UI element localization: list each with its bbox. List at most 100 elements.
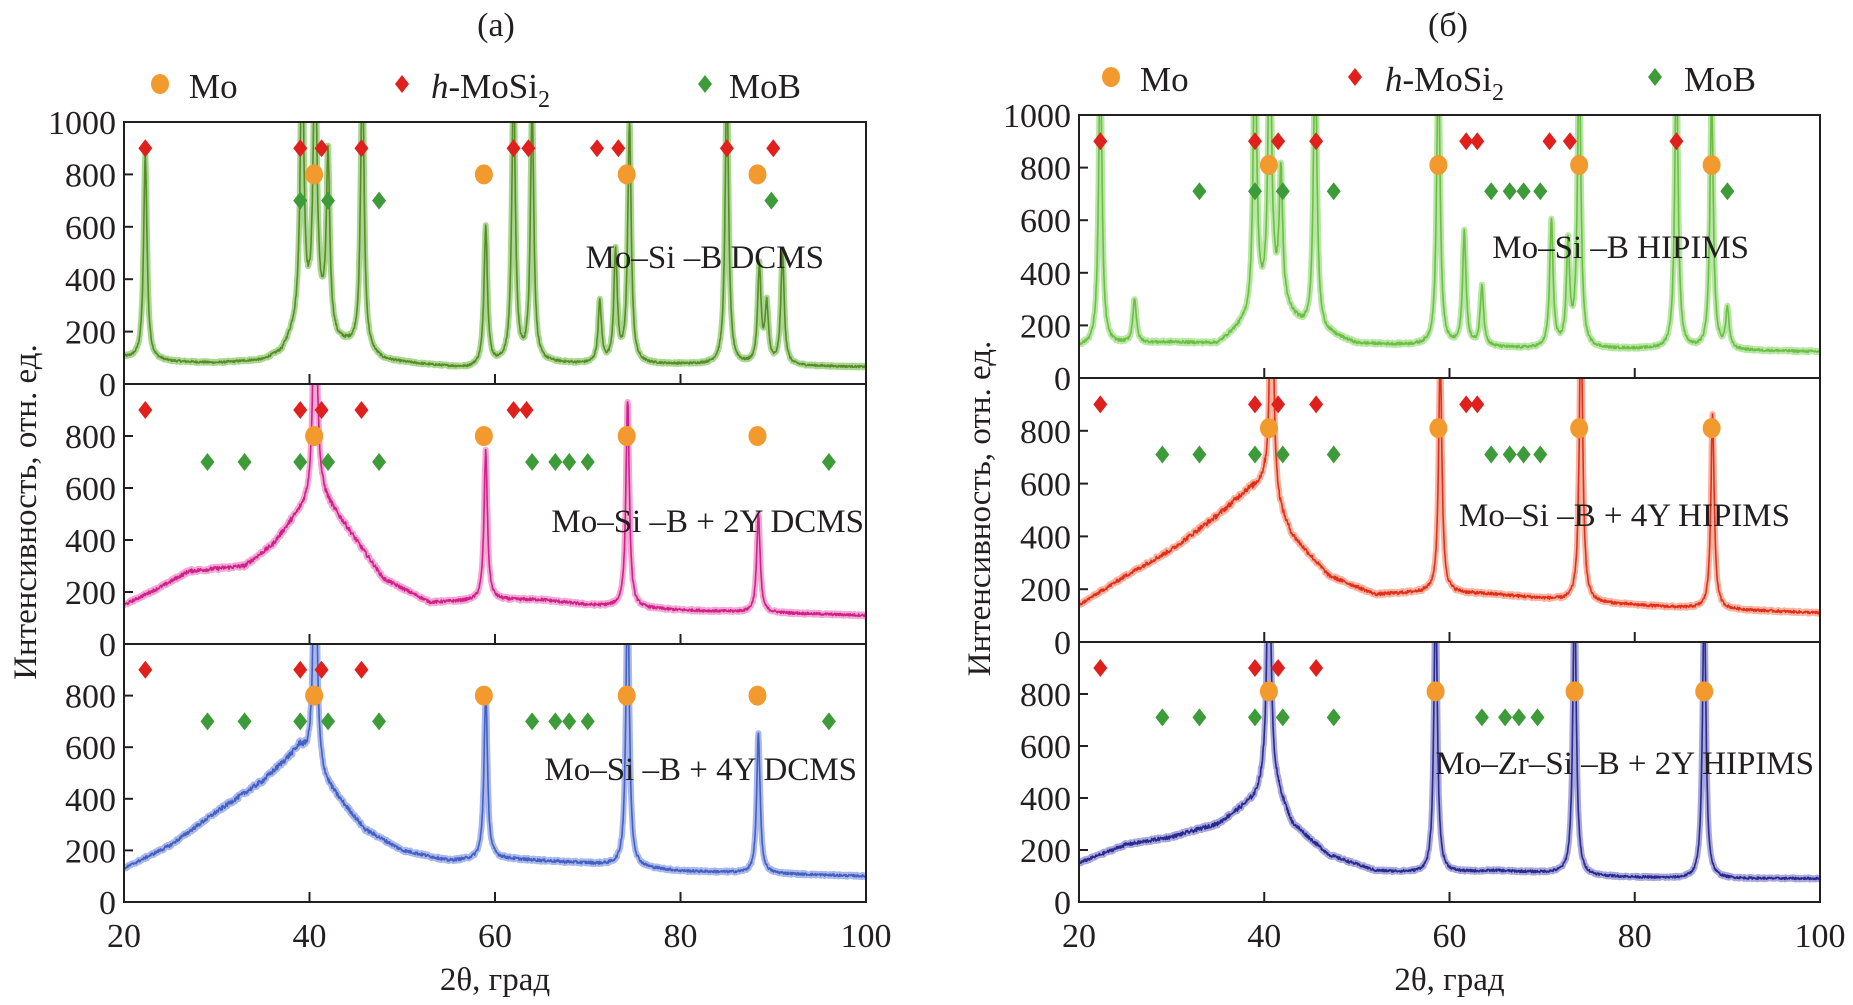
phase-marker-mosi2 (521, 139, 536, 158)
subplot-2: 0 200 400 600 800 Mo–Si –B + 2Y DCMS (65, 383, 867, 664)
phase-marker-mob (548, 712, 563, 731)
phase-marker-mosi2 (138, 401, 153, 419)
y-tick-label: 800 (1020, 414, 1071, 451)
y-tick-label: 400 (1020, 256, 1071, 293)
series-line (124, 644, 866, 878)
legend-label-text: -MoSi (449, 67, 539, 106)
phase-marker-mob (1247, 445, 1262, 464)
phase-marker-mo (1259, 681, 1278, 702)
y-tick-label: 600 (1020, 729, 1071, 766)
subplot-3: 0 200 400 600 800 Mo–Zr–Si –B + 2Y HIPIMS (1020, 641, 1821, 922)
x-tick-label: 60 (1433, 918, 1467, 955)
y-tick-label: 400 (1020, 781, 1071, 818)
y-tick-label: 200 (1020, 572, 1071, 609)
phase-marker-mob (1511, 708, 1526, 727)
phase-marker-mob (1326, 445, 1341, 464)
phase-marker-mob (1275, 182, 1290, 201)
phase-marker-mob (321, 453, 336, 471)
phase-marker-mob (237, 453, 252, 471)
y-tick-label: 400 (65, 782, 116, 819)
phase-marker-mo (1570, 154, 1589, 175)
legend-label: MoB (1684, 60, 1756, 99)
y-tick-label: 0 (99, 627, 116, 664)
phase-marker-mo (1565, 681, 1584, 702)
phase-marker-mosi2 (293, 660, 308, 679)
legend-label: Mo (189, 67, 238, 106)
phase-marker-mob (525, 712, 540, 731)
y-tick-label: 0 (1054, 885, 1071, 922)
phase-marker-mob (562, 453, 577, 471)
sample-label: Mo–Si –B + 2Y DCMS (551, 504, 864, 540)
x-tick-label: 20 (1062, 918, 1096, 955)
phase-marker-mob (821, 712, 836, 731)
x-tick-label: 20 (107, 918, 141, 955)
y-tick-label: 0 (99, 885, 116, 922)
legend-item-mosi2: h-MoSi2 (1348, 60, 1504, 106)
phase-marker-mosi2 (766, 139, 781, 158)
phase-marker-mosi2 (506, 401, 521, 419)
phase-marker-mob (1533, 182, 1548, 201)
legend-label-text: MoB (729, 67, 801, 106)
sample-label: Mo–Si –B + 4Y HIPIMS (1459, 498, 1790, 534)
phase-marker-mob (1275, 445, 1290, 464)
phase-marker-mob (1484, 445, 1499, 464)
legend-item-mo: Mo (1102, 60, 1189, 99)
y-axis-label: Интенсивность, отн. ед. (8, 344, 44, 680)
phase-marker-mob (1516, 182, 1531, 201)
phase-marker-mo (1702, 154, 1721, 175)
legend-marker-mosi2 (395, 75, 409, 93)
phase-marker-mosi2 (1459, 395, 1474, 414)
y-tick-label: 600 (65, 730, 116, 767)
subplot-1: 0 200 400 600 800 1000 Mo–Si –B HIPIMS (1003, 98, 1821, 398)
phase-marker-mo (305, 164, 324, 185)
y-tick-label: 400 (65, 523, 116, 560)
sample-label: Mo–Si –B DCMS (586, 240, 824, 276)
x-tick-label: 100 (841, 918, 892, 955)
phase-marker-mob (1326, 708, 1341, 727)
phase-marker-mosi2 (1247, 395, 1262, 414)
phase-marker-mosi2 (1093, 132, 1108, 151)
phase-marker-mosi2 (314, 139, 329, 158)
series-line (1079, 642, 1820, 881)
phase-marker-mo (1429, 154, 1448, 175)
phase-marker-mosi2 (1309, 132, 1324, 151)
subplot-2: 0 200 400 600 800 Mo–Si –B + 4Y HIPIMS (1020, 377, 1821, 662)
phase-marker-mosi2 (1093, 395, 1108, 414)
phase-marker-mob (548, 453, 563, 471)
phase-marker-mob (1247, 708, 1262, 727)
y-tick-label: 200 (65, 833, 116, 870)
phase-marker-mo (474, 685, 493, 706)
panel-title: (а) (477, 7, 515, 44)
phase-marker-mosi2 (719, 139, 734, 158)
phase-marker-mo (305, 426, 324, 446)
legend-marker-mob (698, 75, 712, 93)
phase-marker-mosi2 (1271, 659, 1286, 677)
x-tick-label: 40 (1247, 918, 1281, 955)
x-tick-label: 80 (664, 918, 698, 955)
phase-marker-mob (372, 191, 387, 210)
phase-marker-mosi2 (590, 139, 605, 158)
phase-marker-mo (1259, 418, 1278, 439)
phase-marker-mosi2 (1470, 132, 1485, 151)
phase-marker-mob (562, 712, 577, 731)
y-axis-label: Интенсивность, отн. ед. (962, 341, 998, 677)
phase-marker-mosi2 (1562, 132, 1577, 151)
phase-marker-mo (1426, 681, 1445, 702)
phase-marker-mosi2 (1470, 395, 1485, 414)
phase-marker-mosi2 (354, 401, 369, 419)
phase-marker-mo (474, 426, 493, 446)
phase-marker-mo (474, 164, 493, 185)
legend-item-mosi2: h-MoSi2 (395, 67, 550, 113)
y-tick-label: 200 (1020, 833, 1071, 870)
phase-marker-mo (1259, 154, 1278, 175)
legend-item-mob: MoB (698, 67, 801, 106)
subplot-3: 0 200 400 600 800 Mo–Si –B + 4Y DCMS (65, 643, 867, 922)
series-line (1079, 115, 1820, 354)
y-tick-label: 400 (1020, 519, 1071, 556)
series-line-halo (1079, 115, 1820, 356)
phase-marker-mosi2 (1271, 132, 1286, 151)
phase-marker-mo (617, 164, 636, 185)
legend-item-mo: Mo (151, 67, 238, 106)
y-tick-label: 0 (1054, 361, 1071, 398)
